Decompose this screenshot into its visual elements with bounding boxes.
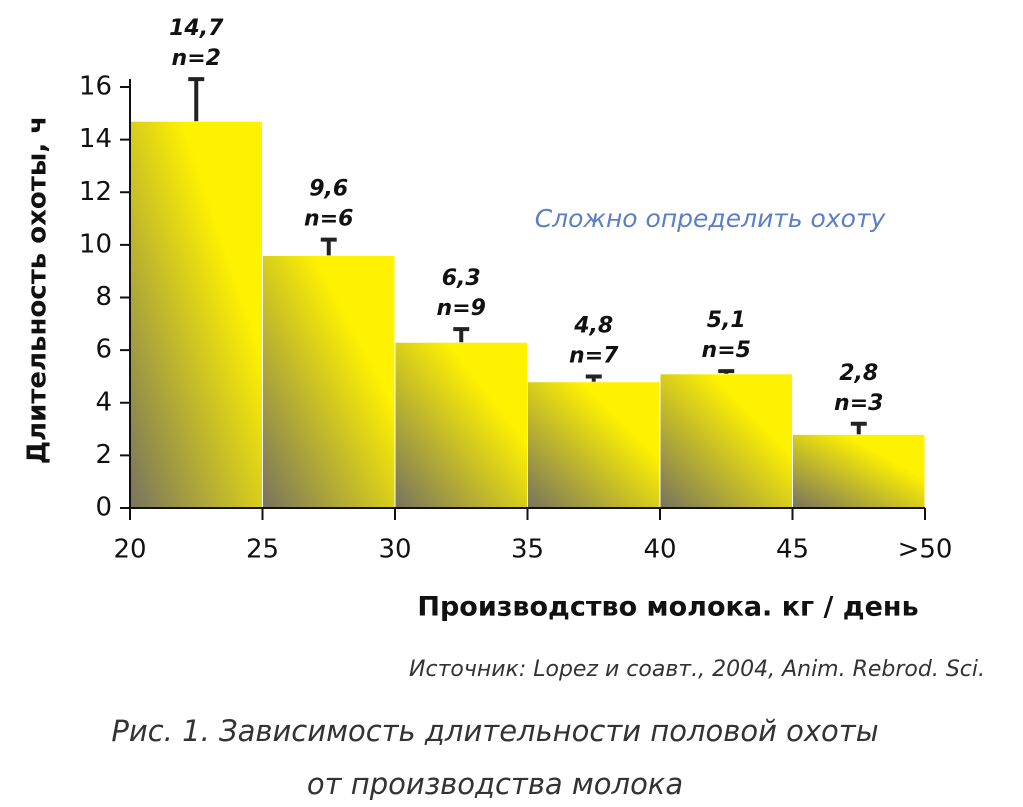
y-axis-label: Длительность охоты, ч — [23, 116, 53, 464]
caption: Рис. 1. Зависимость длительности половой… — [111, 714, 878, 748]
x-tick-label: 20 — [113, 535, 146, 565]
bar — [129, 120, 263, 509]
y-tick-label: 14 — [79, 124, 112, 154]
x-tick-label: 25 — [246, 535, 279, 565]
n-label: n=6 — [304, 207, 353, 232]
bar — [792, 433, 926, 509]
y-tick-label: 12 — [79, 177, 112, 207]
n-label: n=3 — [834, 391, 883, 416]
x-tick-label: 45 — [776, 535, 809, 565]
value-label: 14,7 — [169, 16, 224, 41]
caption: от производства молока — [307, 767, 683, 801]
y-tick-label: 10 — [79, 229, 112, 259]
bar — [527, 381, 661, 509]
y-tick-label: 2 — [95, 440, 112, 470]
n-label: n=7 — [569, 343, 619, 368]
x-tick-label: 40 — [643, 535, 676, 565]
bar — [262, 254, 396, 509]
x-axis-label: Производство молока. кг / день — [417, 592, 918, 623]
bar — [394, 341, 528, 509]
x-tick-label: >50 — [898, 535, 953, 565]
n-label: n=9 — [437, 296, 486, 321]
value-label: 9,6 — [309, 177, 348, 202]
y-tick-label: 6 — [95, 335, 112, 365]
value-label: 4,8 — [573, 313, 613, 338]
y-tick-label: 0 — [95, 493, 112, 523]
bar — [659, 373, 793, 509]
n-label: n=2 — [172, 46, 221, 71]
n-label: n=5 — [702, 338, 751, 363]
x-tick-label: 30 — [378, 535, 411, 565]
value-label: 2,8 — [839, 361, 878, 386]
value-label: 6,3 — [442, 266, 481, 291]
annotation: Сложно определить охоту — [535, 204, 887, 233]
source: Источник: Lopez и соавт., 2004, Anim. Re… — [409, 657, 985, 682]
y-tick-label: 4 — [95, 387, 112, 417]
x-tick-label: 35 — [511, 535, 544, 565]
y-tick-label: 16 — [79, 72, 112, 102]
y-tick-label: 8 — [95, 282, 112, 312]
value-label: 5,1 — [707, 308, 746, 333]
